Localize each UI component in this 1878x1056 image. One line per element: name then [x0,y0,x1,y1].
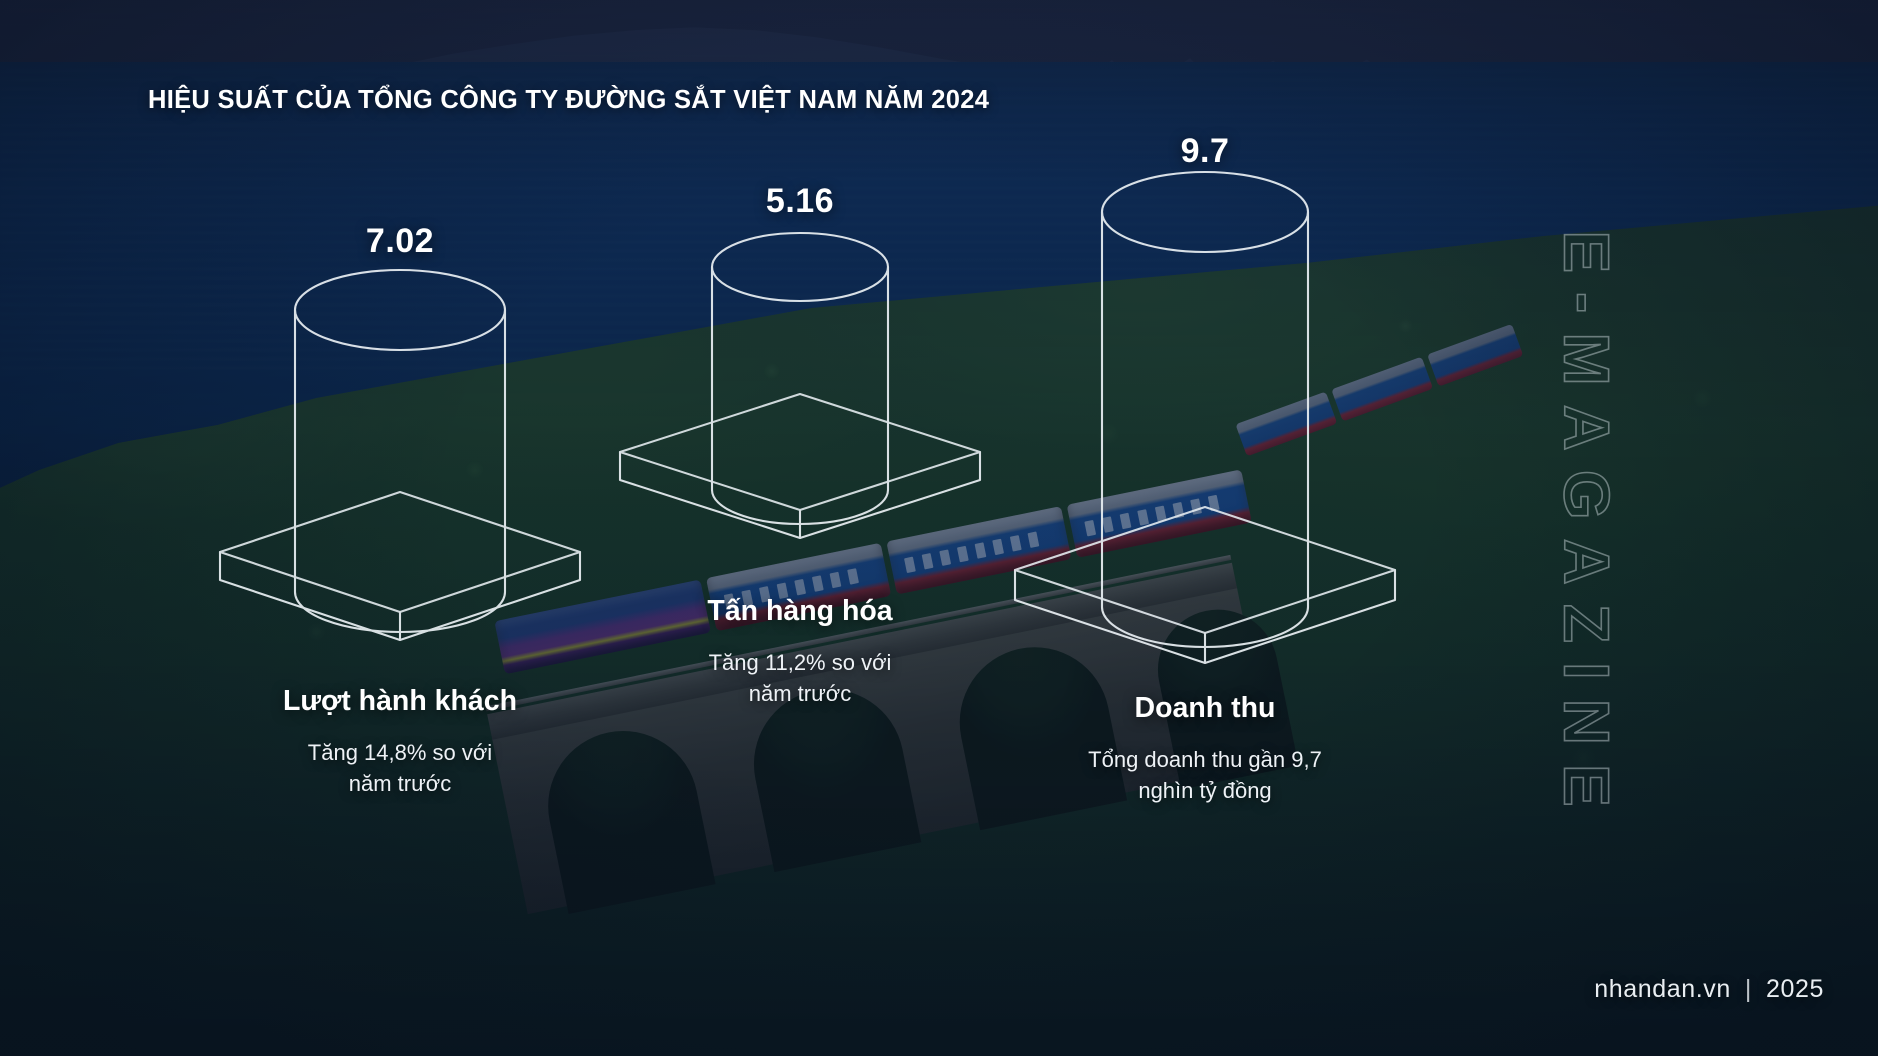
bar-description-2: Tăng 11,2% so với năm trước [580,647,1020,709]
footer-credit: nhandan.vn | 2025 [1594,975,1824,1004]
footer-separator: | [1744,975,1752,1003]
bar-group-1: 7.02 Lượt hành khách Tăng 14,8% so với [180,140,620,1040]
bar-description-line-1: Tổng doanh thu gần 9,7 [1088,747,1322,772]
bar-description-line-2: năm trước [748,681,852,707]
bar-description-line-1: Tăng 14,8% so với [307,740,493,765]
footer-year: 2025 [1765,975,1824,1003]
bar-wireframe-1 [218,268,582,642]
emagazine-watermark-wrap: E-MAGAZINE [1550,0,1878,1056]
footer-site: nhandan.vn [1594,975,1731,1003]
bar-description-line-2: nghìn tỷ đồng [1138,778,1272,804]
page-title: HIỆU SUẤT CỦA TỔNG CÔNG TY ĐƯỜNG SẮT VIỆ… [148,86,990,114]
bar-description-3: Tổng doanh thu gần 9,7 nghìn tỷ đồng [970,744,1440,806]
bar-value-label-3: 9.7 [1180,132,1230,170]
bar-description-line-1: Tăng 11,2% so với [708,650,892,675]
bar-group-2: 5.16 Tấn hàng hóa Tăng 11,2% so với nă [580,100,1020,1000]
bar-category-label-1: Lượt hành khách [282,685,518,717]
bar-value-label-2: 5.16 [765,182,835,220]
bar-wireframe-2 [618,231,982,540]
bar-category-label-2: Tấn hàng hóa [707,595,893,627]
bar-wireframe-3 [1013,170,1397,665]
bar-description-1: Tăng 14,8% so với năm trước [180,737,620,799]
bar-group-3: 9.7 Doanh thu Tổng doanh thu gần 9,7 n [970,52,1440,1012]
bar-value-label-1: 7.02 [365,222,435,260]
bar-description-line-2: năm trước [348,771,452,797]
bar-category-label-3: Doanh thu [1134,692,1276,724]
